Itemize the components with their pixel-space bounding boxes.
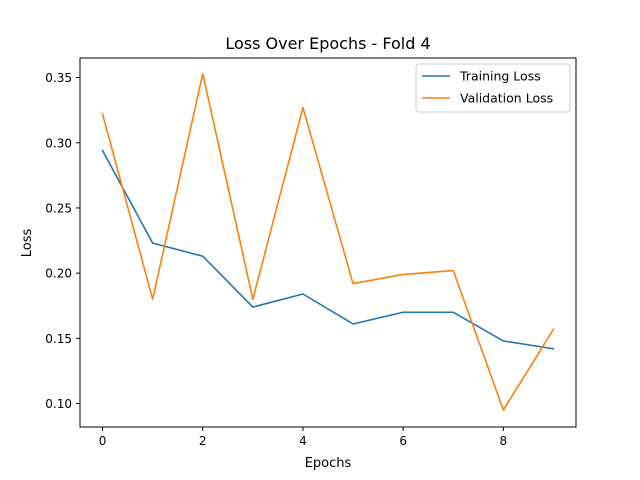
axes-frame bbox=[79, 57, 577, 428]
legend-label-validation: Validation Loss bbox=[460, 91, 553, 106]
legend-box bbox=[415, 63, 571, 113]
y-axis-label: Loss bbox=[20, 229, 35, 258]
x-axis-label: Epochs bbox=[305, 456, 352, 471]
y-axis: 0.10 0.15 0.20 0.25 0.30 0.35 bbox=[45, 71, 80, 411]
y-tick-label: 0.30 bbox=[45, 136, 72, 150]
legend-label-training: Training Loss bbox=[459, 69, 541, 84]
series-lines bbox=[101, 72, 555, 411]
y-tick-label: 0.35 bbox=[45, 71, 72, 85]
chart-title: Loss Over Epochs - Fold 4 bbox=[225, 34, 430, 53]
plot-area: 0 2 4 6 8 0.10 0.15 0.20 0.25 0.30 0.35 bbox=[45, 57, 577, 448]
x-tick-label: 0 bbox=[99, 434, 107, 448]
y-tick-label: 0.25 bbox=[45, 201, 72, 215]
y-tick-label: 0.15 bbox=[45, 332, 72, 346]
validation-loss-line bbox=[101, 72, 555, 411]
x-tick-label: 8 bbox=[500, 434, 508, 448]
x-axis: 0 2 4 6 8 bbox=[99, 427, 507, 448]
x-tick-label: 6 bbox=[399, 434, 407, 448]
training-loss-line bbox=[101, 149, 555, 350]
legend: Training Loss Validation Loss bbox=[415, 63, 571, 113]
y-tick-label: 0.20 bbox=[45, 267, 72, 281]
x-tick-label: 4 bbox=[299, 434, 307, 448]
y-tick-label: 0.10 bbox=[45, 397, 72, 411]
x-tick-label: 2 bbox=[199, 434, 207, 448]
